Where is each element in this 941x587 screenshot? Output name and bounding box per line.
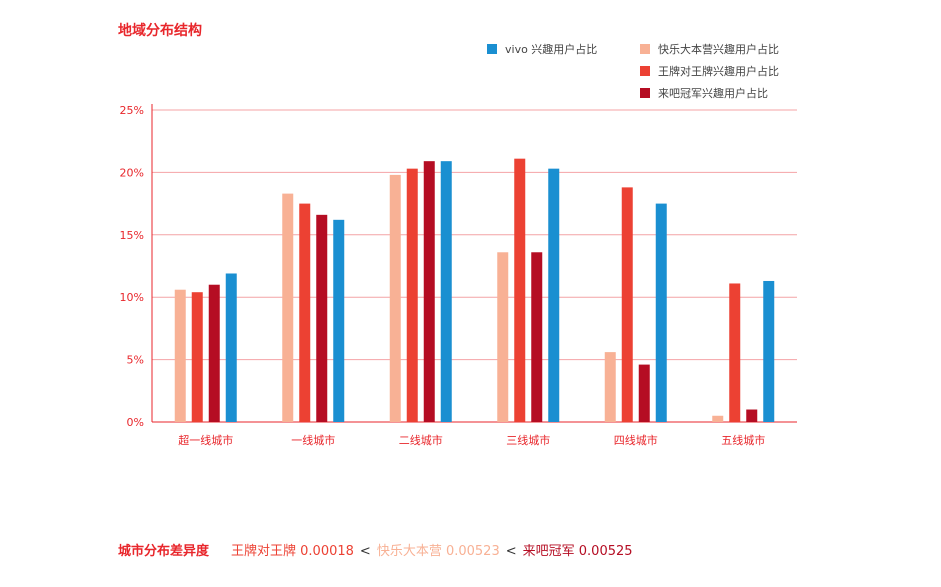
footer-item: 王牌对王牌 0.00018 <box>231 544 354 559</box>
bar <box>225 273 237 422</box>
x-tick-label: 四线城市 <box>614 433 658 447</box>
bar <box>299 203 311 422</box>
bar <box>191 292 203 422</box>
bar <box>316 214 328 422</box>
y-tick-label: 15% <box>120 229 144 242</box>
bar <box>282 193 294 422</box>
legend-item-vivo: vivo 兴趣用户占比 <box>487 41 597 57</box>
legend-item-kuaile: 快乐大本营兴趣用户占比 <box>640 41 779 57</box>
bar <box>712 415 724 422</box>
bar <box>655 203 667 422</box>
y-tick-label: 10% <box>120 291 144 304</box>
footer-diff: 城市分布差异度 王牌对王牌 0.00018 < 快乐大本营 0.00523 < … <box>118 540 633 559</box>
page-title: 地域分布结构 <box>118 23 202 39</box>
bar <box>746 409 758 422</box>
legend-item-laiba: 来吧冠军兴趣用户占比 <box>640 85 768 101</box>
bar <box>423 161 435 422</box>
bar <box>497 252 509 422</box>
legend-swatch <box>487 44 497 54</box>
bar <box>406 168 418 422</box>
y-tick-label: 5% <box>127 354 144 367</box>
bar <box>440 161 452 422</box>
x-tick-label: 一线城市 <box>291 433 335 447</box>
legend-label: 王牌对王牌兴趣用户占比 <box>658 65 779 78</box>
bar <box>514 158 526 422</box>
bar <box>174 289 186 422</box>
footer-item: 快乐大本营 0.00523 <box>376 544 500 559</box>
footer-separator: < <box>359 544 371 559</box>
legend-swatch <box>640 66 650 76</box>
x-tick-label: 超一线城市 <box>178 433 233 447</box>
x-tick-label: 五线城市 <box>721 433 765 447</box>
bar <box>333 219 345 422</box>
footer-title: 城市分布差异度 <box>118 544 210 559</box>
legend-swatch <box>640 44 650 54</box>
legend-swatch <box>640 88 650 98</box>
legend-label: 来吧冠军兴趣用户占比 <box>658 87 768 100</box>
bar <box>604 352 616 422</box>
y-tick-label: 25% <box>120 104 144 117</box>
bar <box>621 187 633 422</box>
bar <box>548 168 560 422</box>
bar <box>531 252 543 422</box>
x-tick-label: 二线城市 <box>399 433 443 447</box>
bar <box>638 364 650 422</box>
legend-label: 快乐大本营兴趣用户占比 <box>658 43 779 56</box>
y-tick-label: 20% <box>120 166 144 179</box>
bar <box>763 280 775 422</box>
legend-label: vivo 兴趣用户占比 <box>505 43 598 56</box>
chart-legend: vivo 兴趣用户占比 快乐大本营兴趣用户占比 王牌对王牌兴趣用户占比 来吧冠军… <box>0 0 941 110</box>
x-tick-label: 三线城市 <box>506 433 550 447</box>
bar <box>389 174 401 422</box>
footer-separator: < <box>505 544 517 559</box>
bar <box>729 283 741 422</box>
bar <box>208 284 220 422</box>
legend-item-wangpai: 王牌对王牌兴趣用户占比 <box>640 63 779 79</box>
footer-item: 来吧冠军 0.00525 <box>522 544 633 559</box>
y-tick-label: 0% <box>127 416 144 429</box>
